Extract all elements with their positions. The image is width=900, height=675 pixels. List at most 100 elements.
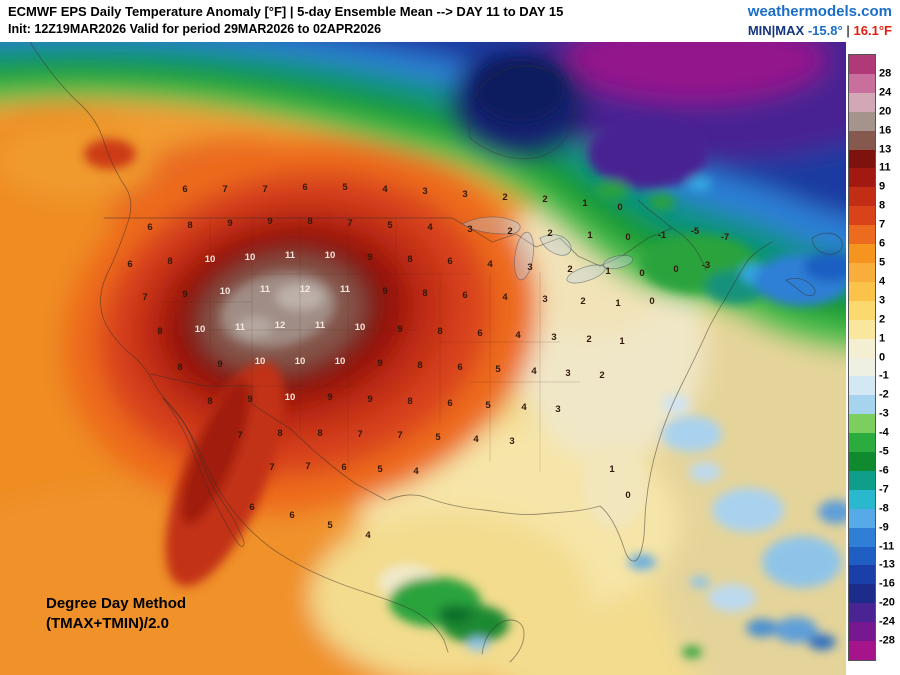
svg-text:11: 11	[340, 284, 351, 295]
svg-text:9: 9	[382, 286, 387, 297]
minmax-separator: |	[846, 22, 850, 38]
svg-text:12: 12	[275, 320, 286, 331]
svg-text:10: 10	[255, 356, 266, 367]
svg-text:9: 9	[397, 324, 402, 335]
svg-text:8: 8	[417, 360, 422, 371]
svg-text:3: 3	[462, 189, 467, 200]
svg-text:5: 5	[377, 464, 383, 475]
svg-text:9: 9	[247, 394, 252, 405]
svg-text:3: 3	[555, 404, 560, 415]
svg-text:0: 0	[639, 268, 644, 279]
svg-text:11: 11	[260, 284, 271, 295]
svg-text:-5: -5	[691, 226, 700, 237]
svg-text:10: 10	[195, 324, 206, 335]
svg-text:5: 5	[342, 182, 348, 193]
svg-text:1: 1	[619, 336, 625, 347]
svg-text:12: 12	[300, 284, 311, 295]
svg-text:8: 8	[167, 256, 172, 267]
svg-text:7: 7	[237, 430, 242, 441]
svg-text:11: 11	[285, 250, 296, 261]
svg-text:2: 2	[542, 194, 547, 205]
svg-text:6: 6	[462, 290, 467, 301]
anomaly-detail-features	[84, 58, 846, 658]
method-line1: Degree Day Method	[46, 595, 187, 612]
svg-text:7: 7	[262, 184, 267, 195]
svg-text:9: 9	[267, 216, 272, 227]
svg-text:8: 8	[277, 428, 282, 439]
svg-text:6: 6	[182, 184, 187, 195]
svg-text:9: 9	[227, 218, 232, 229]
svg-text:6: 6	[447, 256, 452, 267]
svg-text:-1: -1	[658, 230, 667, 241]
svg-text:0: 0	[625, 232, 630, 243]
great-lakes	[461, 216, 634, 284]
svg-text:6: 6	[289, 510, 294, 521]
svg-text:5: 5	[327, 520, 333, 531]
svg-text:7: 7	[142, 292, 147, 303]
svg-text:7: 7	[305, 461, 310, 472]
colorbar-scale	[848, 54, 876, 661]
svg-text:4: 4	[531, 366, 537, 377]
svg-text:1: 1	[587, 230, 593, 241]
colorbar-labels: 28 24 20 16 13 11 9 8 7 6 5 4 3 2 1 0 -1 -2 -3 -4 -5 -6 -7 -8 -9…	[879, 67, 895, 647]
header-right: weathermodels.com MIN|MAX -15.8° | 16.1°…	[748, 3, 892, 42]
svg-text:10: 10	[205, 254, 216, 265]
brand-link[interactable]: weathermodels.com	[747, 3, 892, 20]
svg-text:3: 3	[551, 332, 556, 343]
svg-text:10: 10	[245, 252, 256, 263]
svg-text:5: 5	[387, 220, 393, 231]
svg-text:9: 9	[377, 358, 382, 369]
colorbar-panel: 28 24 20 16 13 11 9 8 7 6 5 4 3 2 1 0 -1 -2 -3 -4 -5 -6 -7 -8 -9…	[846, 42, 900, 675]
svg-text:7: 7	[269, 462, 274, 473]
svg-text:10: 10	[355, 322, 366, 333]
svg-text:6: 6	[147, 222, 152, 233]
svg-text:10: 10	[335, 356, 346, 367]
svg-text:2: 2	[580, 296, 585, 307]
method-line2: (TMAX+TMIN)/2.0	[46, 614, 169, 632]
state-borders	[160, 218, 580, 472]
header-titles: ECMWF EPS Daily Temperature Anomaly [°F]…	[8, 3, 563, 42]
svg-text:3: 3	[467, 224, 472, 235]
svg-text:8: 8	[177, 362, 182, 373]
svg-text:3: 3	[542, 294, 547, 305]
svg-text:2: 2	[547, 228, 552, 239]
svg-text:4: 4	[502, 292, 508, 303]
anomaly-map-canvas: 6 7 7 6 5 4 3 3 2 2 1 06 8 9 9 8 7 5 4 3 2 2 1 0 -1 -5-76 8 10 10 11 1…	[0, 42, 846, 675]
svg-text:9: 9	[367, 394, 372, 405]
svg-text:3: 3	[509, 436, 514, 447]
svg-text:1: 1	[582, 198, 588, 209]
svg-text:9: 9	[217, 359, 222, 370]
svg-text:4: 4	[365, 530, 371, 541]
svg-text:10: 10	[325, 250, 336, 261]
svg-text:-3: -3	[702, 260, 710, 271]
svg-text:2: 2	[507, 226, 512, 237]
svg-text:10: 10	[220, 286, 231, 297]
svg-text:7: 7	[397, 430, 402, 441]
svg-text:3: 3	[565, 368, 570, 379]
svg-text:4: 4	[515, 330, 521, 341]
svg-text:4: 4	[487, 259, 493, 270]
svg-text:0: 0	[617, 202, 622, 213]
svg-text:1: 1	[615, 298, 621, 309]
svg-text:11: 11	[315, 320, 326, 331]
svg-text:4: 4	[427, 222, 433, 233]
svg-text:1: 1	[605, 266, 611, 277]
minmax-label: MIN|MAX	[747, 22, 805, 38]
svg-text:6: 6	[457, 362, 462, 373]
svg-text:3: 3	[422, 186, 427, 197]
svg-text:8: 8	[407, 396, 412, 407]
svg-text:10: 10	[295, 356, 306, 367]
svg-text:2: 2	[567, 264, 572, 275]
max-value: 16.1°F	[853, 22, 892, 38]
svg-text:6: 6	[477, 328, 482, 339]
svg-text:-7: -7	[721, 232, 729, 243]
svg-text:9: 9	[327, 392, 332, 403]
svg-text:8: 8	[157, 326, 162, 337]
svg-text:6: 6	[341, 462, 346, 473]
svg-text:0: 0	[673, 264, 678, 275]
header-bar: ECMWF EPS Daily Temperature Anomaly [°F]…	[0, 0, 900, 42]
svg-text:8: 8	[317, 428, 322, 439]
svg-text:9: 9	[367, 252, 372, 263]
init-valid-line: Init: 12Z19MAR2026 Valid for period 29MA…	[8, 21, 382, 36]
